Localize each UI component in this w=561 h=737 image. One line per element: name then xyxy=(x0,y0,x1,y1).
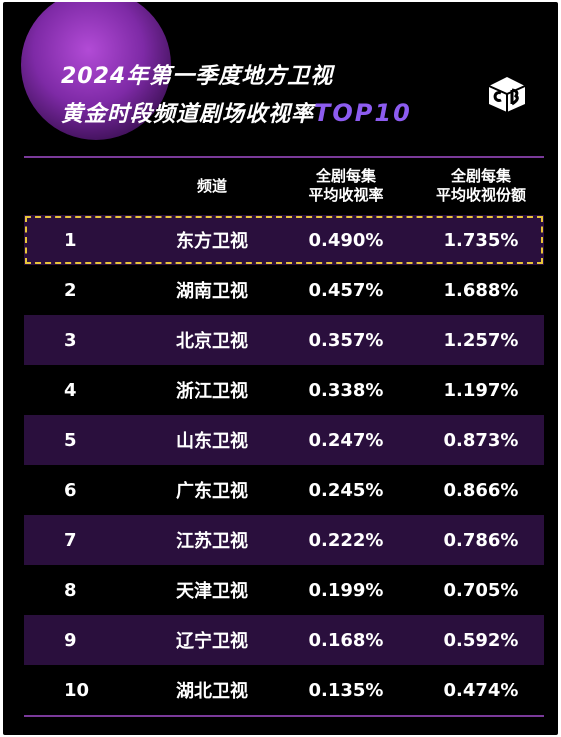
share-cell: 0.705% xyxy=(443,579,519,601)
table-row: 5 山东卫视 0.247% 0.873% xyxy=(24,415,544,465)
share-cell: 1.197% xyxy=(443,379,519,401)
rating-cell: 0.457% xyxy=(308,279,384,301)
share-cell: 1.688% xyxy=(443,279,519,301)
page-title-line2: 黄金时段频道剧场收视率TOP10 xyxy=(61,96,412,128)
header-rating-line1: 全剧每集 xyxy=(315,167,376,185)
table-row: 9 辽宁卫视 0.168% 0.592% xyxy=(24,615,544,665)
share-cell: 1.257% xyxy=(443,329,519,351)
header-channel-label: 频道 xyxy=(196,176,227,195)
rating-cell: 0.199% xyxy=(308,579,384,601)
rank-cell: 7 xyxy=(64,529,77,551)
table-row: 3 北京卫视 0.357% 1.257% xyxy=(24,315,544,365)
share-cell: 0.873% xyxy=(443,429,519,451)
table-row: 7 江苏卫视 0.222% 0.786% xyxy=(24,515,544,565)
decorative-glow-circle xyxy=(21,2,171,140)
rank-cell: 8 xyxy=(64,579,77,601)
channel-cell: 江苏卫视 xyxy=(176,531,248,552)
header-top-rule xyxy=(24,156,544,158)
rating-cell: 0.247% xyxy=(308,429,384,451)
share-cell: 0.866% xyxy=(443,479,519,501)
rating-cell: 0.245% xyxy=(308,479,384,501)
header-rating: 全剧每集 平均收视率 xyxy=(286,162,406,210)
rank-cell: 3 xyxy=(64,329,77,351)
header-channel: 频道 xyxy=(152,162,272,210)
rating-cell: 0.490% xyxy=(308,229,384,251)
channel-cell: 湖北卫视 xyxy=(176,681,248,702)
channel-cell: 浙江卫视 xyxy=(176,381,248,402)
rank-cell: 10 xyxy=(64,679,90,701)
table-bottom-rule xyxy=(24,715,544,717)
channel-cell: 山东卫视 xyxy=(176,431,248,452)
rating-cell: 0.357% xyxy=(308,329,384,351)
table-body: 1 东方卫视 0.490% 1.735% 2 湖南卫视 0.457% 1.688% 3 北京卫视 0… xyxy=(24,215,544,715)
table-row: 8 天津卫视 0.199% 0.705% xyxy=(24,565,544,615)
channel-cell: 广东卫视 xyxy=(176,481,248,502)
channel-cell: 天津卫视 xyxy=(176,581,248,602)
rank-cell: 9 xyxy=(64,629,77,651)
page-title-line1: 2024年第一季度地方卫视 xyxy=(61,64,334,89)
page-title-main: 黄金时段频道剧场收视率 xyxy=(61,102,315,127)
rank-cell: 5 xyxy=(64,429,77,451)
table-row: 2 湖南卫视 0.457% 1.688% xyxy=(24,265,544,315)
rank-cell: 2 xyxy=(64,279,77,301)
ranking-card: 2024年第一季度地方卫视 黄金时段频道剧场收视率TOP10 频道 全剧每集 平… xyxy=(3,2,558,735)
cb-logo-icon xyxy=(488,77,526,112)
channel-cell: 辽宁卫视 xyxy=(176,631,248,652)
table-row: 4 浙江卫视 0.338% 1.197% xyxy=(24,365,544,415)
header-share: 全剧每集 平均收视份额 xyxy=(416,162,546,210)
share-cell: 1.735% xyxy=(443,229,519,251)
table-header: 频道 全剧每集 平均收视率 全剧每集 平均收视份额 xyxy=(24,162,544,210)
share-cell: 0.474% xyxy=(443,679,519,701)
rank-cell: 1 xyxy=(64,229,77,251)
share-cell: 0.786% xyxy=(443,529,519,551)
table-row: 10 湖北卫视 0.135% 0.474% xyxy=(24,665,544,715)
rank-cell: 4 xyxy=(64,379,77,401)
table-row: 1 东方卫视 0.490% 1.735% xyxy=(24,215,544,265)
channel-cell: 东方卫视 xyxy=(176,231,248,252)
share-cell: 0.592% xyxy=(443,629,519,651)
channel-cell: 北京卫视 xyxy=(176,331,248,352)
rating-cell: 0.338% xyxy=(308,379,384,401)
rating-cell: 0.168% xyxy=(308,629,384,651)
rating-cell: 0.135% xyxy=(308,679,384,701)
channel-cell: 湖南卫视 xyxy=(176,281,248,302)
header-share-line1: 全剧每集 xyxy=(450,167,511,185)
page-title-accent: TOP10 xyxy=(314,99,412,127)
rank-cell: 6 xyxy=(64,479,77,501)
header-rating-line2: 平均收视率 xyxy=(308,186,384,204)
table-row: 6 广东卫视 0.245% 0.866% xyxy=(24,465,544,515)
rating-cell: 0.222% xyxy=(308,529,384,551)
header-share-line2: 平均收视份额 xyxy=(435,186,526,204)
